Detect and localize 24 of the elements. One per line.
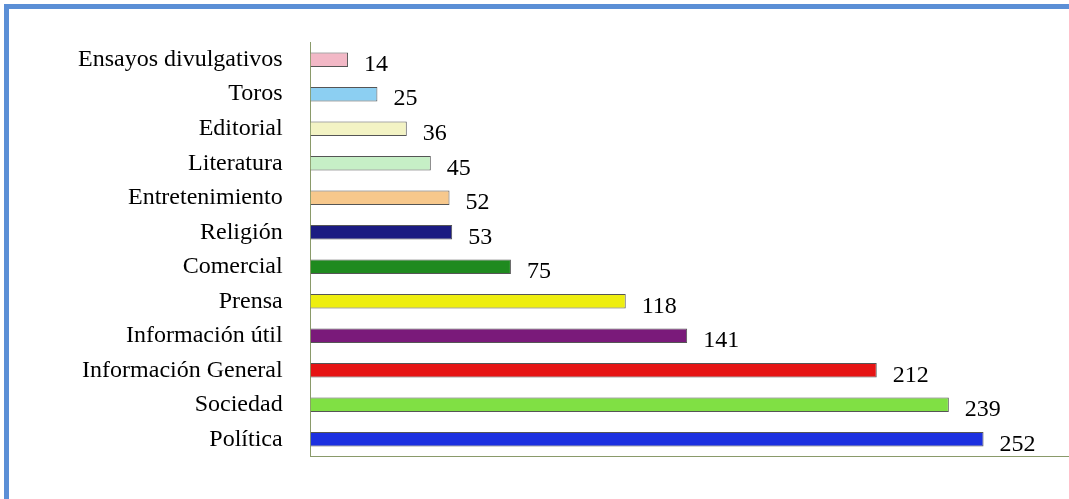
y-tick-label: Política	[209, 424, 283, 451]
y-tick-label: Religión	[199, 217, 283, 244]
data-label: 52	[465, 188, 490, 215]
data-label: 75	[526, 257, 551, 284]
y-tick-label: Comercial	[182, 252, 283, 279]
y-tick-label: Toros	[228, 79, 283, 106]
y-tick-label: Prensa	[218, 286, 283, 313]
data-label: 45	[446, 153, 471, 180]
data-label: 141	[703, 326, 740, 353]
data-label: 118	[641, 291, 677, 318]
y-tick-label: Sociedad	[194, 390, 283, 417]
data-label: 212	[892, 360, 929, 387]
y-tick-label: Literatura	[188, 148, 283, 175]
y-tick-label: Entretenimiento	[128, 183, 283, 210]
data-label: 252	[999, 429, 1036, 456]
y-tick-label: Información General	[82, 355, 283, 382]
y-tick-label: Editorial	[198, 113, 283, 140]
data-label: 14	[364, 49, 389, 76]
data-label: 25	[393, 84, 418, 111]
y-tick-label: Ensayos divulgativos	[78, 44, 283, 71]
y-tick-label: Información útil	[126, 321, 283, 348]
data-label: 36	[422, 118, 447, 145]
data-label: 53	[468, 222, 493, 249]
data-label: 239	[964, 395, 1001, 422]
